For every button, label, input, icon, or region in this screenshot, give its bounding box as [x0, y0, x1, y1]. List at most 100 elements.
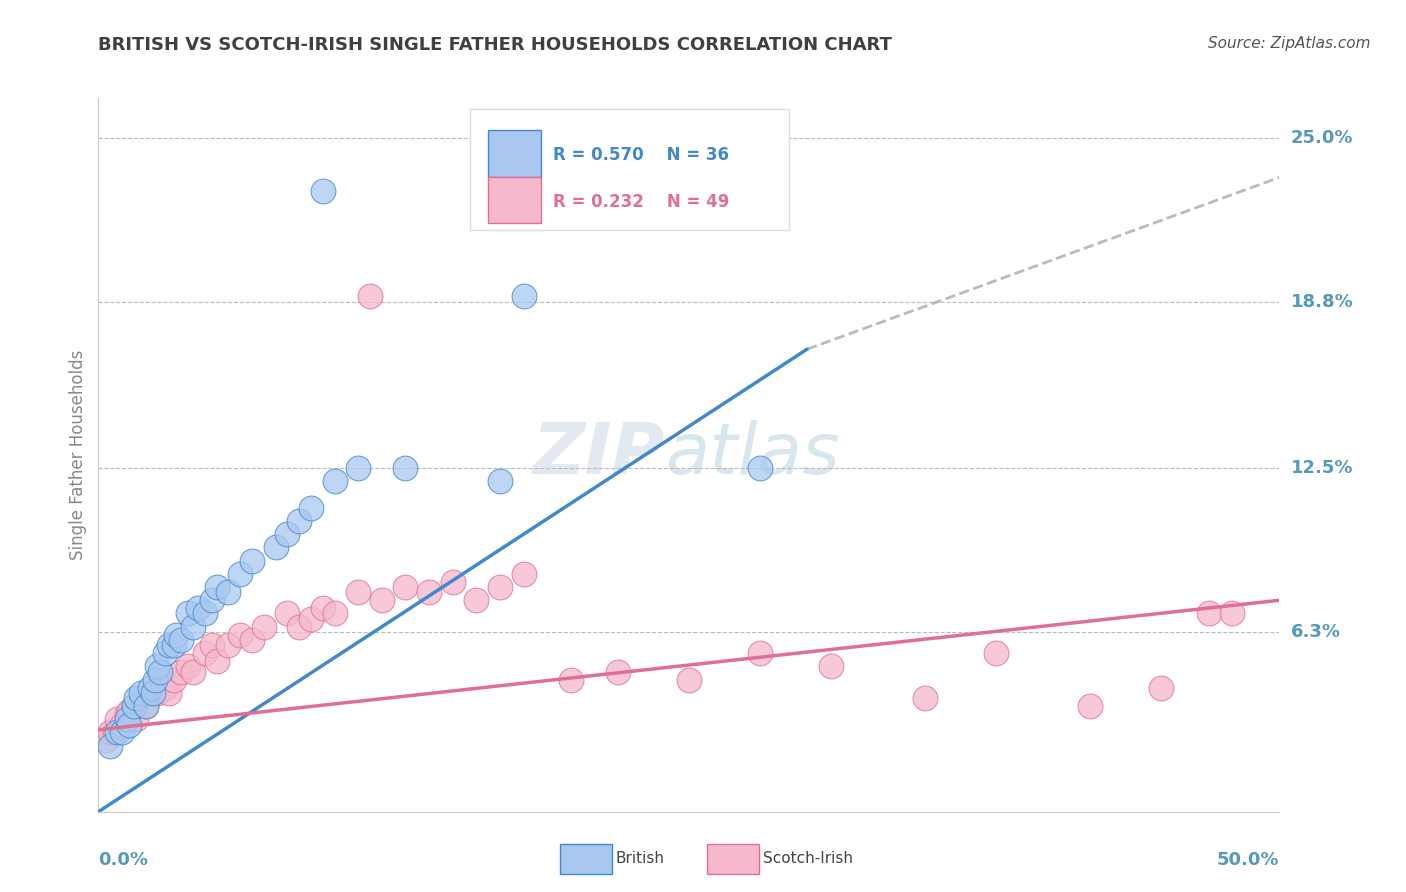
- Point: [441, 574, 464, 589]
- Text: 12.5%: 12.5%: [1291, 459, 1353, 477]
- Point: [984, 646, 1007, 660]
- Text: 18.8%: 18.8%: [1291, 293, 1354, 310]
- Point: [194, 607, 217, 621]
- Point: [489, 580, 512, 594]
- Point: [135, 698, 157, 713]
- Point: [748, 646, 770, 660]
- Point: [489, 475, 512, 489]
- Point: [347, 461, 370, 475]
- Point: [1150, 681, 1173, 695]
- FancyBboxPatch shape: [488, 130, 541, 177]
- Point: [170, 632, 193, 647]
- Text: Source: ZipAtlas.com: Source: ZipAtlas.com: [1208, 36, 1371, 51]
- Point: [98, 739, 121, 753]
- Point: [418, 585, 440, 599]
- Point: [217, 585, 239, 599]
- Text: Scotch-Irish: Scotch-Irish: [763, 852, 853, 866]
- Point: [217, 638, 239, 652]
- Point: [105, 712, 128, 726]
- Point: [181, 665, 204, 679]
- Point: [678, 673, 700, 687]
- Text: R = 0.232    N = 49: R = 0.232 N = 49: [553, 193, 730, 211]
- Point: [118, 704, 141, 718]
- Point: [165, 627, 187, 641]
- Point: [914, 691, 936, 706]
- Text: 0.0%: 0.0%: [98, 851, 149, 870]
- Point: [323, 475, 346, 489]
- Point: [820, 659, 842, 673]
- Point: [229, 566, 252, 581]
- Point: [111, 717, 134, 731]
- Text: 50.0%: 50.0%: [1218, 851, 1279, 870]
- Point: [149, 665, 172, 679]
- Point: [1220, 607, 1243, 621]
- Point: [157, 638, 180, 652]
- Point: [115, 706, 138, 721]
- Point: [135, 698, 157, 713]
- FancyBboxPatch shape: [471, 109, 789, 230]
- Point: [194, 646, 217, 660]
- Point: [347, 585, 370, 599]
- Point: [104, 725, 127, 739]
- Y-axis label: Single Father Households: Single Father Households: [69, 350, 87, 560]
- Point: [153, 646, 176, 660]
- Point: [143, 673, 166, 687]
- Point: [607, 665, 630, 679]
- Text: 25.0%: 25.0%: [1291, 128, 1353, 147]
- Text: British: British: [616, 852, 665, 866]
- Point: [153, 681, 176, 695]
- Point: [187, 601, 209, 615]
- Point: [122, 698, 145, 713]
- Point: [229, 627, 252, 641]
- Point: [465, 593, 488, 607]
- Text: ZIP: ZIP: [533, 420, 665, 490]
- Point: [748, 461, 770, 475]
- Point: [394, 580, 416, 594]
- Point: [560, 673, 582, 687]
- Point: [205, 654, 228, 668]
- Point: [105, 725, 128, 739]
- Point: [125, 691, 148, 706]
- Point: [170, 665, 193, 679]
- Point: [299, 500, 322, 515]
- Point: [115, 712, 138, 726]
- Point: [181, 620, 204, 634]
- Point: [312, 601, 335, 615]
- Point: [94, 733, 117, 747]
- Point: [146, 686, 169, 700]
- Point: [125, 712, 148, 726]
- Point: [323, 607, 346, 621]
- Point: [359, 289, 381, 303]
- Point: [163, 638, 186, 652]
- Point: [253, 620, 276, 634]
- Point: [139, 686, 162, 700]
- Point: [276, 607, 298, 621]
- Point: [177, 607, 200, 621]
- Point: [129, 691, 152, 706]
- Point: [264, 541, 287, 555]
- Point: [288, 620, 311, 634]
- Point: [118, 717, 141, 731]
- Point: [201, 593, 224, 607]
- Point: [163, 673, 186, 687]
- Point: [139, 681, 162, 695]
- Point: [312, 184, 335, 198]
- Point: [205, 580, 228, 594]
- Point: [299, 612, 322, 626]
- Point: [111, 725, 134, 739]
- Point: [1198, 607, 1220, 621]
- Text: R = 0.570    N = 36: R = 0.570 N = 36: [553, 146, 730, 164]
- Point: [371, 593, 394, 607]
- Point: [177, 659, 200, 673]
- Point: [512, 289, 534, 303]
- Point: [122, 698, 145, 713]
- Point: [157, 686, 180, 700]
- Point: [129, 686, 152, 700]
- Point: [240, 632, 263, 647]
- Point: [1080, 698, 1102, 713]
- Point: [276, 527, 298, 541]
- Point: [288, 514, 311, 528]
- Text: BRITISH VS SCOTCH-IRISH SINGLE FATHER HOUSEHOLDS CORRELATION CHART: BRITISH VS SCOTCH-IRISH SINGLE FATHER HO…: [98, 36, 893, 54]
- Point: [512, 566, 534, 581]
- Point: [98, 725, 121, 739]
